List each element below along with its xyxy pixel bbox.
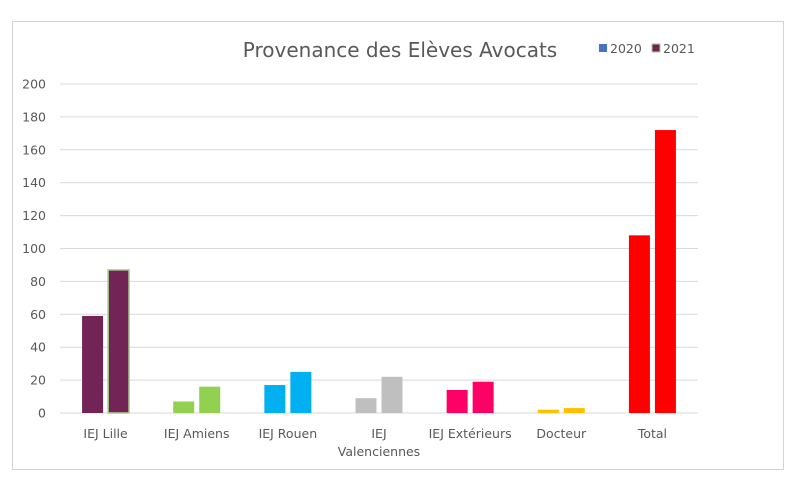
y-tick-label: 80 — [30, 274, 46, 289]
gridlines — [60, 83, 698, 414]
x-category-label: IEJ Rouen — [259, 426, 318, 441]
bar-2021 — [381, 376, 403, 413]
y-tick-label: 20 — [30, 373, 46, 388]
x-category-label: IEJ Amiens — [164, 426, 230, 441]
y-tick-label: 180 — [22, 109, 46, 124]
bar-2020 — [82, 315, 104, 413]
x-category-label: Valenciennes — [338, 444, 420, 459]
bar-2021 — [199, 386, 221, 413]
bar-2021 — [472, 381, 494, 413]
legend-label-2021: 2021 — [663, 41, 695, 56]
x-category-label: Total — [637, 426, 667, 441]
x-category-label: IEJ — [371, 426, 386, 441]
y-axis-ticks: 0 20 40 60 80 100 120 140 160 180 200 — [22, 77, 46, 421]
bar-2020 — [355, 398, 377, 413]
bar-2021 — [563, 408, 585, 413]
x-category-label: IEJ Extérieurs — [429, 426, 512, 441]
bar-2021 — [107, 269, 130, 414]
bar-2020 — [446, 389, 468, 413]
bar-2020 — [537, 409, 559, 413]
x-category-label: IEJ Lille — [83, 426, 128, 441]
chart-title: Provenance des Elèves Avocats — [243, 38, 557, 62]
legend[interactable]: 2020 2021 — [599, 41, 695, 56]
legend-swatch-2021 — [651, 43, 661, 53]
bar-2020 — [628, 235, 650, 413]
x-axis-labels: IEJ Lille IEJ Amiens IEJ Rouen IEJ Valencien… — [83, 426, 667, 459]
y-tick-label: 120 — [22, 208, 46, 223]
bar-2021 — [290, 371, 312, 413]
y-tick-label: 40 — [30, 340, 46, 355]
bar-2020 — [264, 385, 286, 413]
bars — [82, 130, 676, 414]
y-tick-label: 200 — [22, 77, 46, 92]
y-tick-label: 160 — [22, 142, 46, 157]
legend-label-2020: 2020 — [610, 41, 642, 56]
y-tick-label: 60 — [30, 307, 46, 322]
legend-swatch-2020 — [599, 44, 607, 52]
y-tick-label: 140 — [22, 175, 46, 190]
bar-2021 — [654, 130, 676, 413]
y-tick-label: 0 — [38, 406, 46, 421]
bar-2020 — [173, 401, 195, 413]
x-category-label: Docteur — [536, 426, 587, 441]
y-tick-label: 100 — [22, 241, 46, 256]
